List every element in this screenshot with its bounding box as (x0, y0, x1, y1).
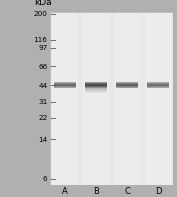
Bar (83, 12, 109, 185)
Bar (145, 12, 171, 185)
Bar (85, 89, 107, 90)
Bar (85, 92, 107, 93)
Bar (114, 12, 140, 185)
Bar (52, 12, 78, 185)
Text: kDa: kDa (34, 0, 52, 7)
Bar (85, 91, 107, 92)
Bar (85, 88, 107, 89)
Bar (85, 93, 107, 94)
Bar (85, 90, 107, 91)
